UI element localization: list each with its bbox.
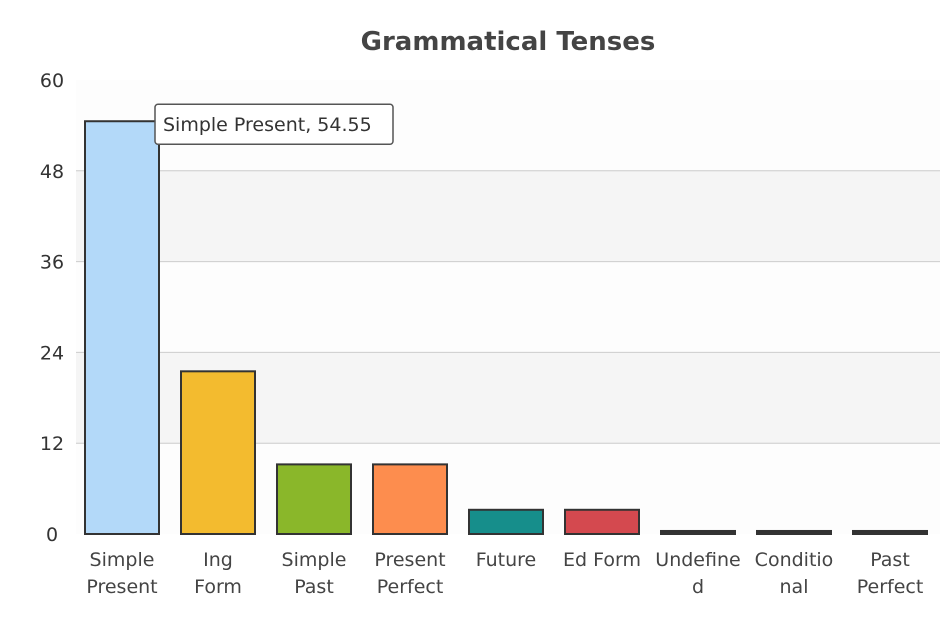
x-axis-ticks: Simple Present Ing Form Simple Past Present Per… bbox=[86, 549, 923, 598]
bar bbox=[180, 370, 256, 536]
x-tick-label: Simple Present bbox=[86, 549, 157, 598]
y-tick-label: 36 bbox=[40, 252, 64, 274]
tooltip: Simple Present, 54.55 bbox=[154, 103, 394, 145]
x-tick-label: Past Perfect bbox=[857, 549, 924, 598]
x-tick-label: Future bbox=[476, 549, 537, 571]
y-tick-label: 0 bbox=[46, 524, 58, 546]
bar bbox=[660, 529, 736, 535]
x-tick-label: Ed Form bbox=[563, 549, 641, 571]
bar bbox=[852, 529, 928, 535]
x-tick-label: Undefine d bbox=[655, 549, 740, 598]
bar bbox=[84, 120, 160, 535]
y-tick-label: 12 bbox=[40, 433, 64, 455]
y-tick-label: 60 bbox=[40, 70, 64, 92]
y-tick-label: 48 bbox=[40, 161, 64, 183]
x-tick-label: Simple Past bbox=[282, 549, 347, 598]
chart-title: Grammatical Tenses bbox=[361, 27, 656, 57]
bar bbox=[564, 508, 640, 535]
bar bbox=[756, 529, 832, 535]
tooltip-box bbox=[154, 103, 394, 145]
bar bbox=[276, 463, 352, 535]
bar bbox=[372, 463, 448, 535]
x-tick-label: Conditio nal bbox=[755, 549, 834, 598]
bars bbox=[84, 120, 928, 536]
y-tick-label: 24 bbox=[40, 342, 64, 364]
x-tick-label: Ing Form bbox=[194, 549, 242, 598]
plot-band bbox=[76, 170, 940, 262]
x-tick-label: Present Perfect bbox=[374, 549, 445, 598]
y-axis-ticks: 0 12 24 36 48 60 bbox=[40, 70, 64, 546]
tooltip-text: Simple Present, 54.55 bbox=[163, 114, 372, 136]
bar bbox=[468, 508, 544, 535]
